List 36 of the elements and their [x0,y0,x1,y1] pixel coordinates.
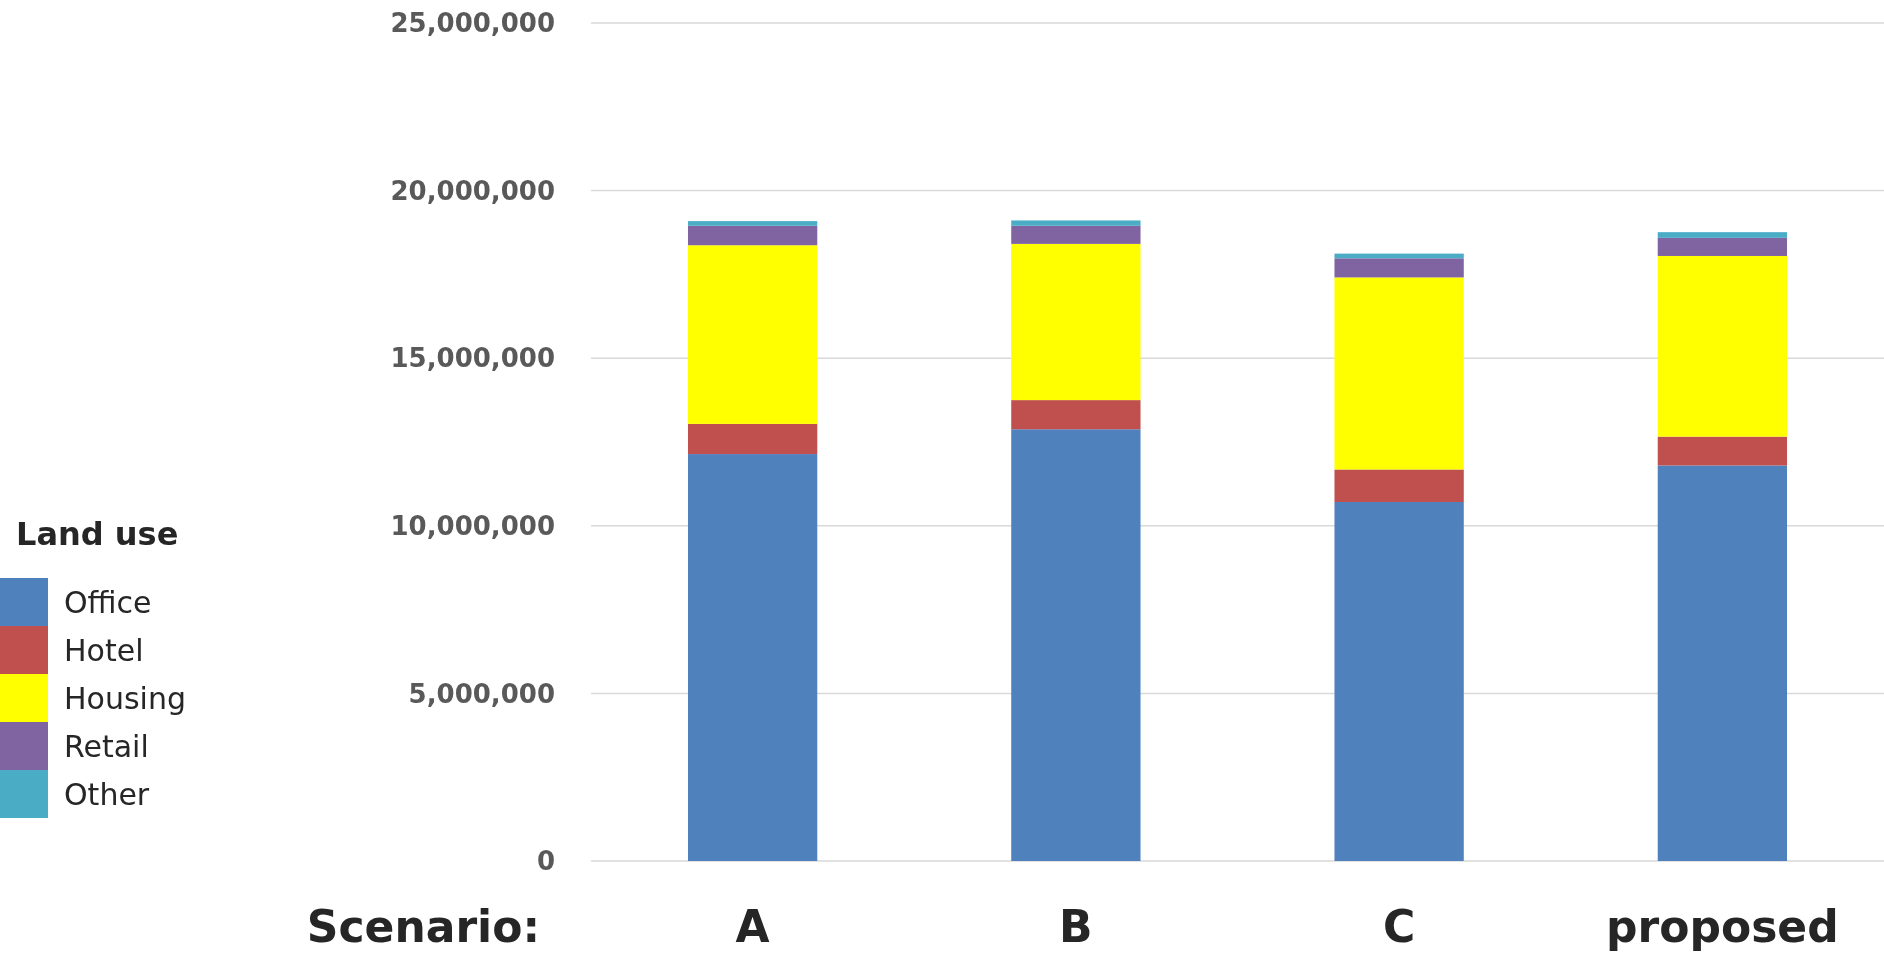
bar [1011,429,1141,861]
bar [687,245,818,424]
legend-title: Land use [16,515,179,553]
x-tick-label: A [735,901,770,952]
bar [1334,258,1464,278]
bar [1011,400,1141,430]
legend-label: Retail [64,728,149,764]
legend-label: Hotel [64,632,144,668]
legend-label: Office [64,584,152,620]
bar [1657,436,1788,466]
bar [1334,469,1464,502]
bar [1334,277,1464,470]
legend-label: Other [64,776,150,812]
y-tick-label: 10,000,000 [390,510,555,541]
x-axis-title: Scenario: [306,901,540,952]
bar [1657,255,1788,437]
legend-label: Housing [64,680,186,716]
bar [1011,225,1141,244]
y-tick-label: 0 [536,846,555,877]
x-tick-label: C [1382,901,1416,952]
x-tick-label: B [1059,901,1093,952]
bar [1011,220,1141,226]
y-tick-label: 5,000,000 [408,678,555,709]
y-tick-label: 25,000,000 [390,8,555,39]
bar [1011,243,1141,401]
bar [1657,237,1788,256]
bar [687,225,818,246]
bar [687,221,818,226]
bar [687,454,818,861]
y-tick-label: 20,000,000 [390,175,555,206]
bar [1657,465,1788,861]
bar [1657,232,1788,238]
y-tick-label: 15,000,000 [390,343,555,374]
bar [1334,502,1464,861]
x-tick-label: proposed [1606,901,1839,952]
bar [687,423,818,455]
